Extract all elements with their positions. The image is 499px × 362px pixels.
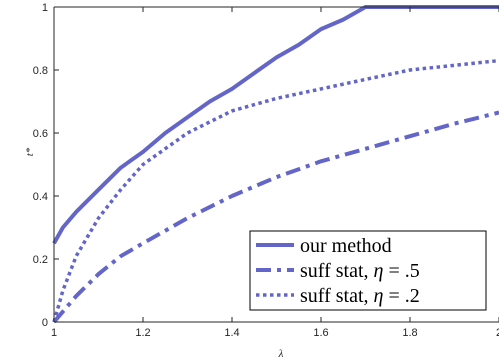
y-tick-label: 0.6 [33, 128, 48, 140]
legend: our method suff stat, η = .5 suff stat, η … [249, 230, 487, 311]
x-axis-label: λ [278, 348, 284, 360]
y-tick-label: 0.4 [33, 191, 48, 203]
x-tick-label: 1.4 [224, 327, 239, 339]
x-tick-label: 2 [496, 327, 499, 339]
y-axis-label: t* [24, 147, 36, 156]
series-line-2 [52, 110, 499, 324]
legend-label-3: suff stat, η = .2 [300, 285, 420, 307]
axes-layer: 1 1.2 1.4 1.6 1.8 2 0 0.2 0.4 0.6 0.8 1 [33, 2, 499, 339]
y-tick-label: 0.2 [33, 254, 48, 266]
x-tick-label: 1.2 [135, 327, 150, 339]
y-tick-label: 0 [42, 317, 48, 329]
x-tick-label: 1 [51, 327, 57, 339]
legend-label-1: our method [300, 235, 392, 257]
x-tick-label: 1.8 [402, 327, 417, 339]
y-tick-label: 0.8 [33, 65, 48, 77]
y-tick-label: 1 [42, 2, 48, 14]
legend-label-2: suff stat, η = .5 [300, 260, 420, 282]
series-line-3 [52, 58, 499, 323]
x-tick-label: 1.6 [313, 327, 328, 339]
